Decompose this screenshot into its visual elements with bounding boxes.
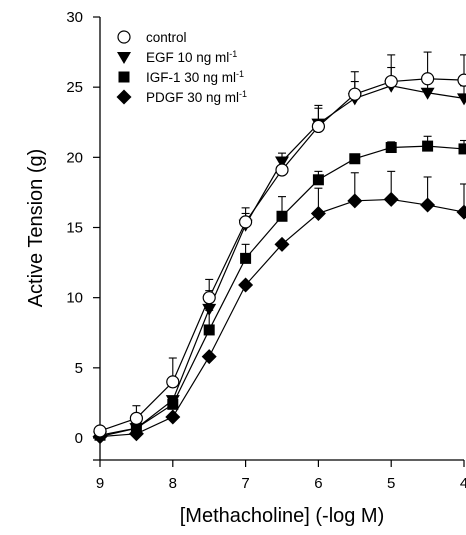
series-egf [93,66,466,444]
data-point [311,119,325,134]
data-point [420,87,435,100]
data-point [458,143,466,155]
series-line [99,198,465,438]
data-point [349,153,361,165]
y-tick-label: 15 [66,220,83,237]
legend-label: control [146,30,187,45]
x-tick-label: 6 [314,475,322,492]
data-point [166,375,180,389]
x-tick-label: 7 [241,475,249,492]
legend-label: IGF-1 30 ng ml-1 [146,69,244,85]
legend-label: PDGF 30 ng ml-1 [146,89,247,105]
data-point [238,277,254,293]
x-axis-label: [Methacholine] (-log M) [180,505,385,527]
data-point [240,252,252,264]
series-layer [92,51,466,445]
data-point [310,205,326,221]
data-point [457,93,466,106]
x-tick-label: 5 [387,475,395,492]
y-tick-label: 30 [66,9,83,26]
data-point [129,423,144,436]
x-tick-label: 8 [169,475,177,492]
y-tick-label: 0 [75,430,83,447]
x-tick-label: 9 [96,475,104,492]
data-point [420,197,436,213]
legend-marker [117,52,131,64]
data-point [129,411,143,425]
legend-label-superscript: -1 [236,69,244,79]
y-tick-label: 5 [75,360,83,377]
data-point [383,191,399,207]
y-tick-label: 10 [66,290,83,307]
data-point [93,424,107,438]
y-tick-label: 20 [66,149,83,166]
data-point [422,140,434,152]
data-point [203,324,215,336]
y-tick-label: 25 [66,79,83,96]
data-point [456,204,466,220]
data-point [457,73,466,87]
legend-marker [118,71,130,83]
data-point [348,87,362,101]
axes: 0 5 10 15 20 25 30 9 8 7 6 5 4 [66,9,466,492]
y-axis-label: Active Tension (g) [25,149,47,308]
data-point [276,210,288,222]
data-point [385,142,397,154]
series-igf-1 [94,135,466,441]
data-point [275,156,289,169]
data-point [201,349,217,365]
data-point [165,409,181,425]
series-control [93,51,466,438]
legend-marker [117,30,131,44]
data-point [347,193,363,209]
data-point [274,236,290,252]
data-point [384,74,398,89]
legend-label-superscript: -1 [239,89,247,99]
legend-label: EGF 10 ng ml-1 [146,49,237,65]
data-point [165,395,180,408]
series-line [99,78,465,432]
series-line [99,85,465,438]
data-point [312,174,324,186]
legend: control EGF 10 ng ml-1 IGF-1 30 ng ml-1 PDG… [116,30,247,105]
series-line [99,145,465,436]
data-point [202,291,216,305]
x-tick-label: 4 [460,475,466,492]
data-point [275,163,289,177]
data-point [421,72,435,86]
data-point [239,215,253,229]
legend-label-superscript: -1 [229,49,237,59]
legend-marker [116,89,132,105]
